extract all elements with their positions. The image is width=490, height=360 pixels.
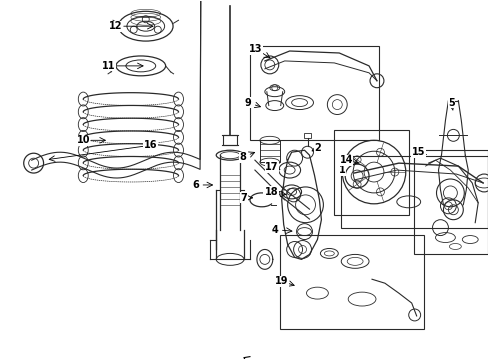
Text: 9: 9	[245, 98, 251, 108]
Bar	[414, 150, 488, 255]
Text: 2: 2	[314, 143, 321, 153]
Text: 7: 7	[241, 193, 247, 203]
Text: 10: 10	[76, 135, 90, 145]
Text: 11: 11	[102, 61, 116, 71]
Text: 13: 13	[249, 44, 263, 54]
Bar	[260, 140, 280, 162]
Text: 3: 3	[264, 188, 270, 198]
Text: 18: 18	[265, 187, 279, 197]
Bar	[223, 135, 237, 145]
Bar	[341, 156, 488, 228]
Text: 17: 17	[265, 162, 278, 172]
Text: 1: 1	[339, 165, 345, 175]
Bar	[280, 235, 424, 329]
Text: 8: 8	[240, 152, 246, 162]
Bar	[334, 130, 409, 215]
Text: 4: 4	[271, 225, 278, 235]
Bar	[303, 133, 312, 138]
Bar	[250, 46, 379, 140]
Text: 14: 14	[340, 155, 353, 165]
Text: 16: 16	[144, 140, 157, 150]
Text: 19: 19	[275, 276, 289, 286]
Text: 15: 15	[412, 147, 425, 157]
Text: 5: 5	[448, 98, 455, 108]
Text: 12: 12	[109, 21, 123, 31]
Text: 6: 6	[192, 180, 199, 190]
